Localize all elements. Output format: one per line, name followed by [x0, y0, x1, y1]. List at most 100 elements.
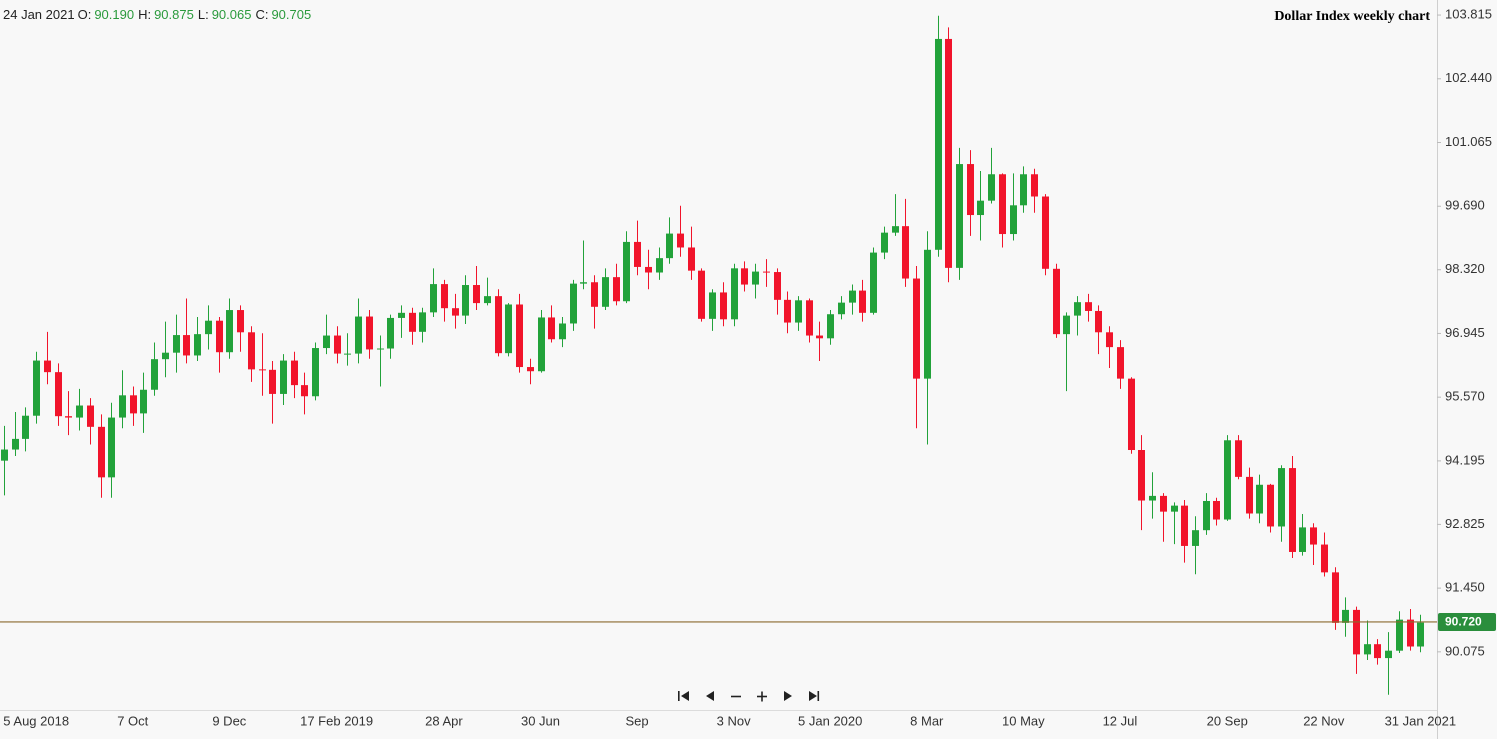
candle-body	[1095, 310, 1102, 333]
candle-body	[1256, 484, 1263, 514]
candle-body	[12, 438, 19, 450]
last-price-box	[1438, 612, 1496, 631]
candle-body	[924, 249, 931, 379]
candle-body	[1106, 332, 1113, 348]
candle-body	[473, 285, 480, 304]
candle-body	[398, 312, 405, 318]
candle-body	[1407, 619, 1414, 647]
candle-body	[1385, 650, 1392, 659]
x-tick-label: 7 Oct	[117, 713, 148, 728]
candle-body	[559, 323, 566, 340]
candle-body	[1353, 609, 1360, 655]
candle-body	[709, 292, 716, 319]
candles	[1, 15, 1424, 695]
candle-body	[838, 302, 845, 315]
candle-body	[22, 415, 29, 439]
candle-body	[269, 369, 276, 394]
candle-body	[1267, 484, 1274, 527]
last-price-label: 90.720	[1445, 615, 1482, 629]
candle-body	[580, 282, 587, 284]
candle-body	[259, 369, 266, 371]
candle-body	[538, 317, 545, 372]
candle-body	[495, 296, 502, 354]
go-to-start-button[interactable]	[678, 691, 689, 701]
candle-body	[1246, 476, 1253, 514]
candle-body	[1235, 440, 1242, 477]
chart-title: Dollar Index weekly chart	[1274, 9, 1430, 24]
candle-body	[623, 241, 630, 302]
candle-body	[656, 258, 663, 273]
candle-body	[1364, 644, 1371, 655]
candle-body	[806, 300, 813, 336]
y-tick-label: 90.075	[1445, 643, 1485, 658]
x-tick-label: 17 Feb 2019	[300, 713, 373, 728]
zoom-in-button[interactable]	[757, 691, 767, 702]
x-tick-label: 5 Aug 2018	[3, 713, 69, 728]
header-date: 24 Jan 2021	[3, 7, 75, 22]
x-tick-label: 28 Apr	[425, 713, 463, 728]
x-tick-label: 30 Jun	[521, 713, 560, 728]
y-tick-label: 99.690	[1445, 198, 1485, 213]
candle-body	[323, 335, 330, 349]
candle-body	[1289, 468, 1296, 552]
y-tick-label: 95.570	[1445, 389, 1485, 404]
candle-body	[1149, 495, 1156, 501]
x-tick-label: 5 Jan 2020	[798, 713, 862, 728]
candle-body	[194, 334, 201, 356]
candle-body	[1128, 378, 1135, 451]
candle-body	[301, 385, 308, 397]
candle-body	[516, 304, 523, 368]
navigation-toolbar	[678, 691, 820, 702]
candle-body	[1417, 622, 1424, 647]
header-value: 90.065	[211, 7, 252, 22]
candle-body	[1342, 609, 1349, 623]
candle-body	[1332, 572, 1339, 623]
candle-body	[98, 426, 105, 478]
candle-body	[377, 348, 384, 350]
candle-body	[849, 290, 856, 303]
candle-body	[816, 335, 823, 339]
candle-body	[1085, 302, 1092, 311]
candle-body	[688, 247, 695, 271]
candle-body	[441, 284, 448, 309]
candle-body	[419, 312, 426, 332]
candle-body	[76, 405, 83, 418]
y-tick-label: 92.825	[1445, 516, 1485, 531]
candle-body	[548, 317, 555, 340]
candle-body	[935, 38, 942, 250]
candle-body	[452, 308, 459, 316]
candle-body	[505, 304, 512, 354]
candle-body	[666, 233, 673, 259]
candle-body	[741, 268, 748, 285]
scroll-right-button[interactable]	[784, 691, 792, 701]
go-to-end-button[interactable]	[809, 691, 820, 701]
candle-body	[859, 290, 866, 313]
x-tick-label: 22 Nov	[1303, 713, 1345, 728]
candle-body	[183, 335, 190, 356]
candle-body	[334, 335, 341, 354]
candle-body	[119, 395, 126, 418]
header-label: O:	[77, 7, 92, 22]
header-label: H:	[138, 7, 152, 22]
x-tick-label: 9 Dec	[212, 713, 246, 728]
y-tick-label: 101.065	[1445, 134, 1492, 149]
candle-body	[881, 232, 888, 253]
candle-body	[892, 226, 899, 233]
candle-body	[162, 352, 169, 360]
scroll-left-button[interactable]	[706, 691, 714, 701]
candle-body	[140, 389, 147, 414]
candle-body	[1278, 468, 1285, 527]
header-label: C:	[255, 7, 269, 22]
candle-body	[1299, 527, 1306, 552]
candle-body	[1224, 440, 1231, 520]
candle-body	[151, 359, 158, 390]
candle-body	[344, 353, 351, 355]
candle-body	[1010, 205, 1017, 235]
candle-body	[913, 278, 920, 379]
candle-body	[280, 360, 287, 394]
candle-body	[87, 405, 94, 427]
candle-body	[205, 320, 212, 335]
candle-body	[1138, 450, 1145, 501]
